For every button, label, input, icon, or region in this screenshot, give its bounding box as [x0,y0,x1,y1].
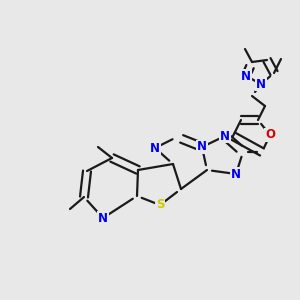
Text: N: N [231,167,241,181]
Text: O: O [265,128,275,142]
Text: N: N [256,77,266,91]
Text: N: N [197,140,207,154]
Text: N: N [150,142,160,154]
Text: N: N [98,212,108,224]
Text: S: S [156,199,164,212]
Text: N: N [220,130,230,142]
Text: N: N [241,70,251,83]
